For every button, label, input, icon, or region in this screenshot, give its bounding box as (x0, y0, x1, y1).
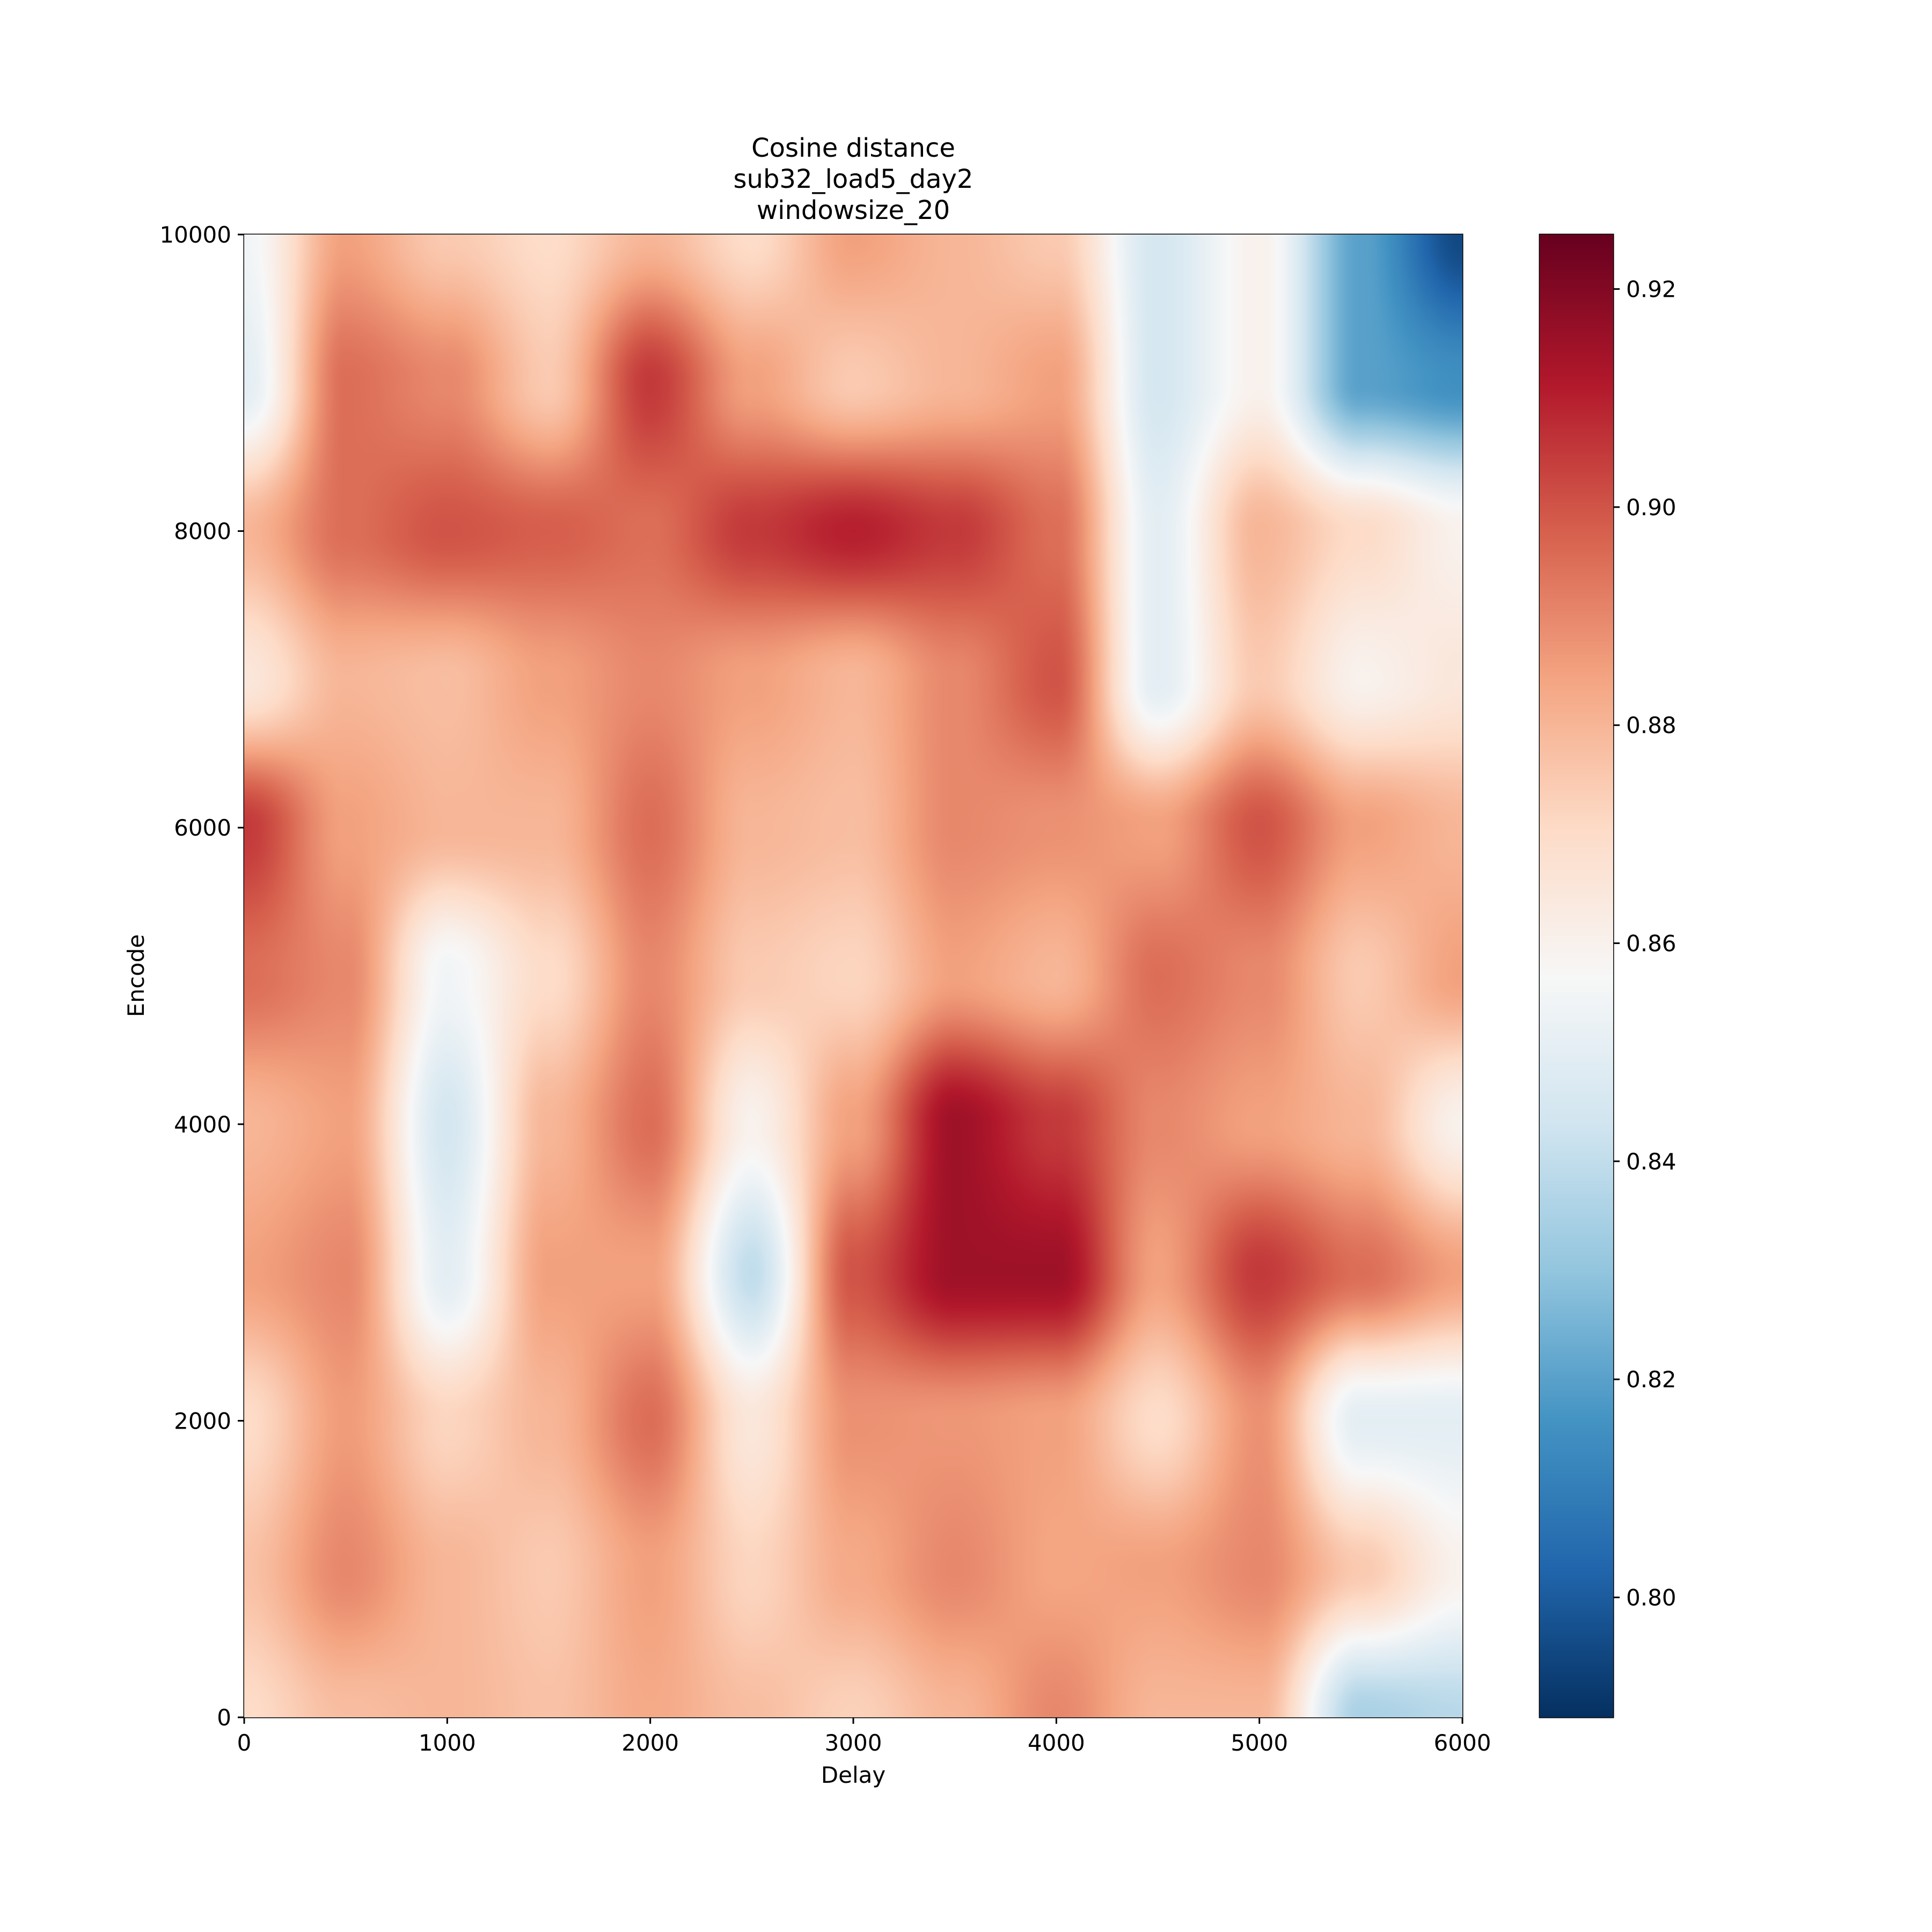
x-tick-label: 1000 (419, 1730, 476, 1756)
colorbar-tick-label: 0.92 (1626, 276, 1677, 303)
y-tick-label: 2000 (174, 1408, 231, 1434)
colorbar-tick-label: 0.84 (1626, 1148, 1677, 1175)
heatmap-image (244, 235, 1462, 1717)
chart-title-line-3: windowsize_20 (757, 195, 950, 225)
colorbar-tick-label: 0.82 (1626, 1366, 1677, 1393)
colorbar-tick-label: 0.80 (1626, 1585, 1677, 1611)
y-tick-label: 6000 (174, 815, 231, 841)
x-tick-label: 0 (237, 1730, 252, 1756)
x-tick-label: 3000 (825, 1730, 882, 1756)
colorbar-ticks: 0.80 0.82 0.84 0.86 0.88 0.90 0.92 (1613, 276, 1677, 1611)
chart-title-line-2: sub32_load5_day2 (734, 164, 974, 194)
y-axis-label: Encode (123, 934, 149, 1017)
x-axis-ticks: 0 1000 2000 3000 4000 5000 6000 (237, 1717, 1491, 1756)
x-tick-label: 2000 (621, 1730, 679, 1756)
x-tick-label: 4000 (1028, 1730, 1085, 1756)
colorbar-tick-label: 0.88 (1626, 712, 1677, 738)
colorbar-tick-label: 0.86 (1626, 931, 1677, 957)
y-tick-label: 10000 (159, 222, 231, 248)
y-tick-label: 4000 (174, 1111, 231, 1138)
chart-title-line-1: Cosine distance (751, 133, 955, 163)
y-tick-label: 0 (217, 1704, 231, 1731)
y-axis-ticks: 0 2000 4000 6000 8000 10000 (159, 222, 244, 1731)
x-tick-label: 6000 (1434, 1730, 1491, 1756)
x-tick-label: 5000 (1231, 1730, 1288, 1756)
colorbar-image (1540, 235, 1613, 1717)
colorbar-tick-label: 0.90 (1626, 494, 1677, 521)
y-tick-label: 8000 (174, 518, 231, 545)
x-axis-label: Delay (821, 1762, 885, 1788)
